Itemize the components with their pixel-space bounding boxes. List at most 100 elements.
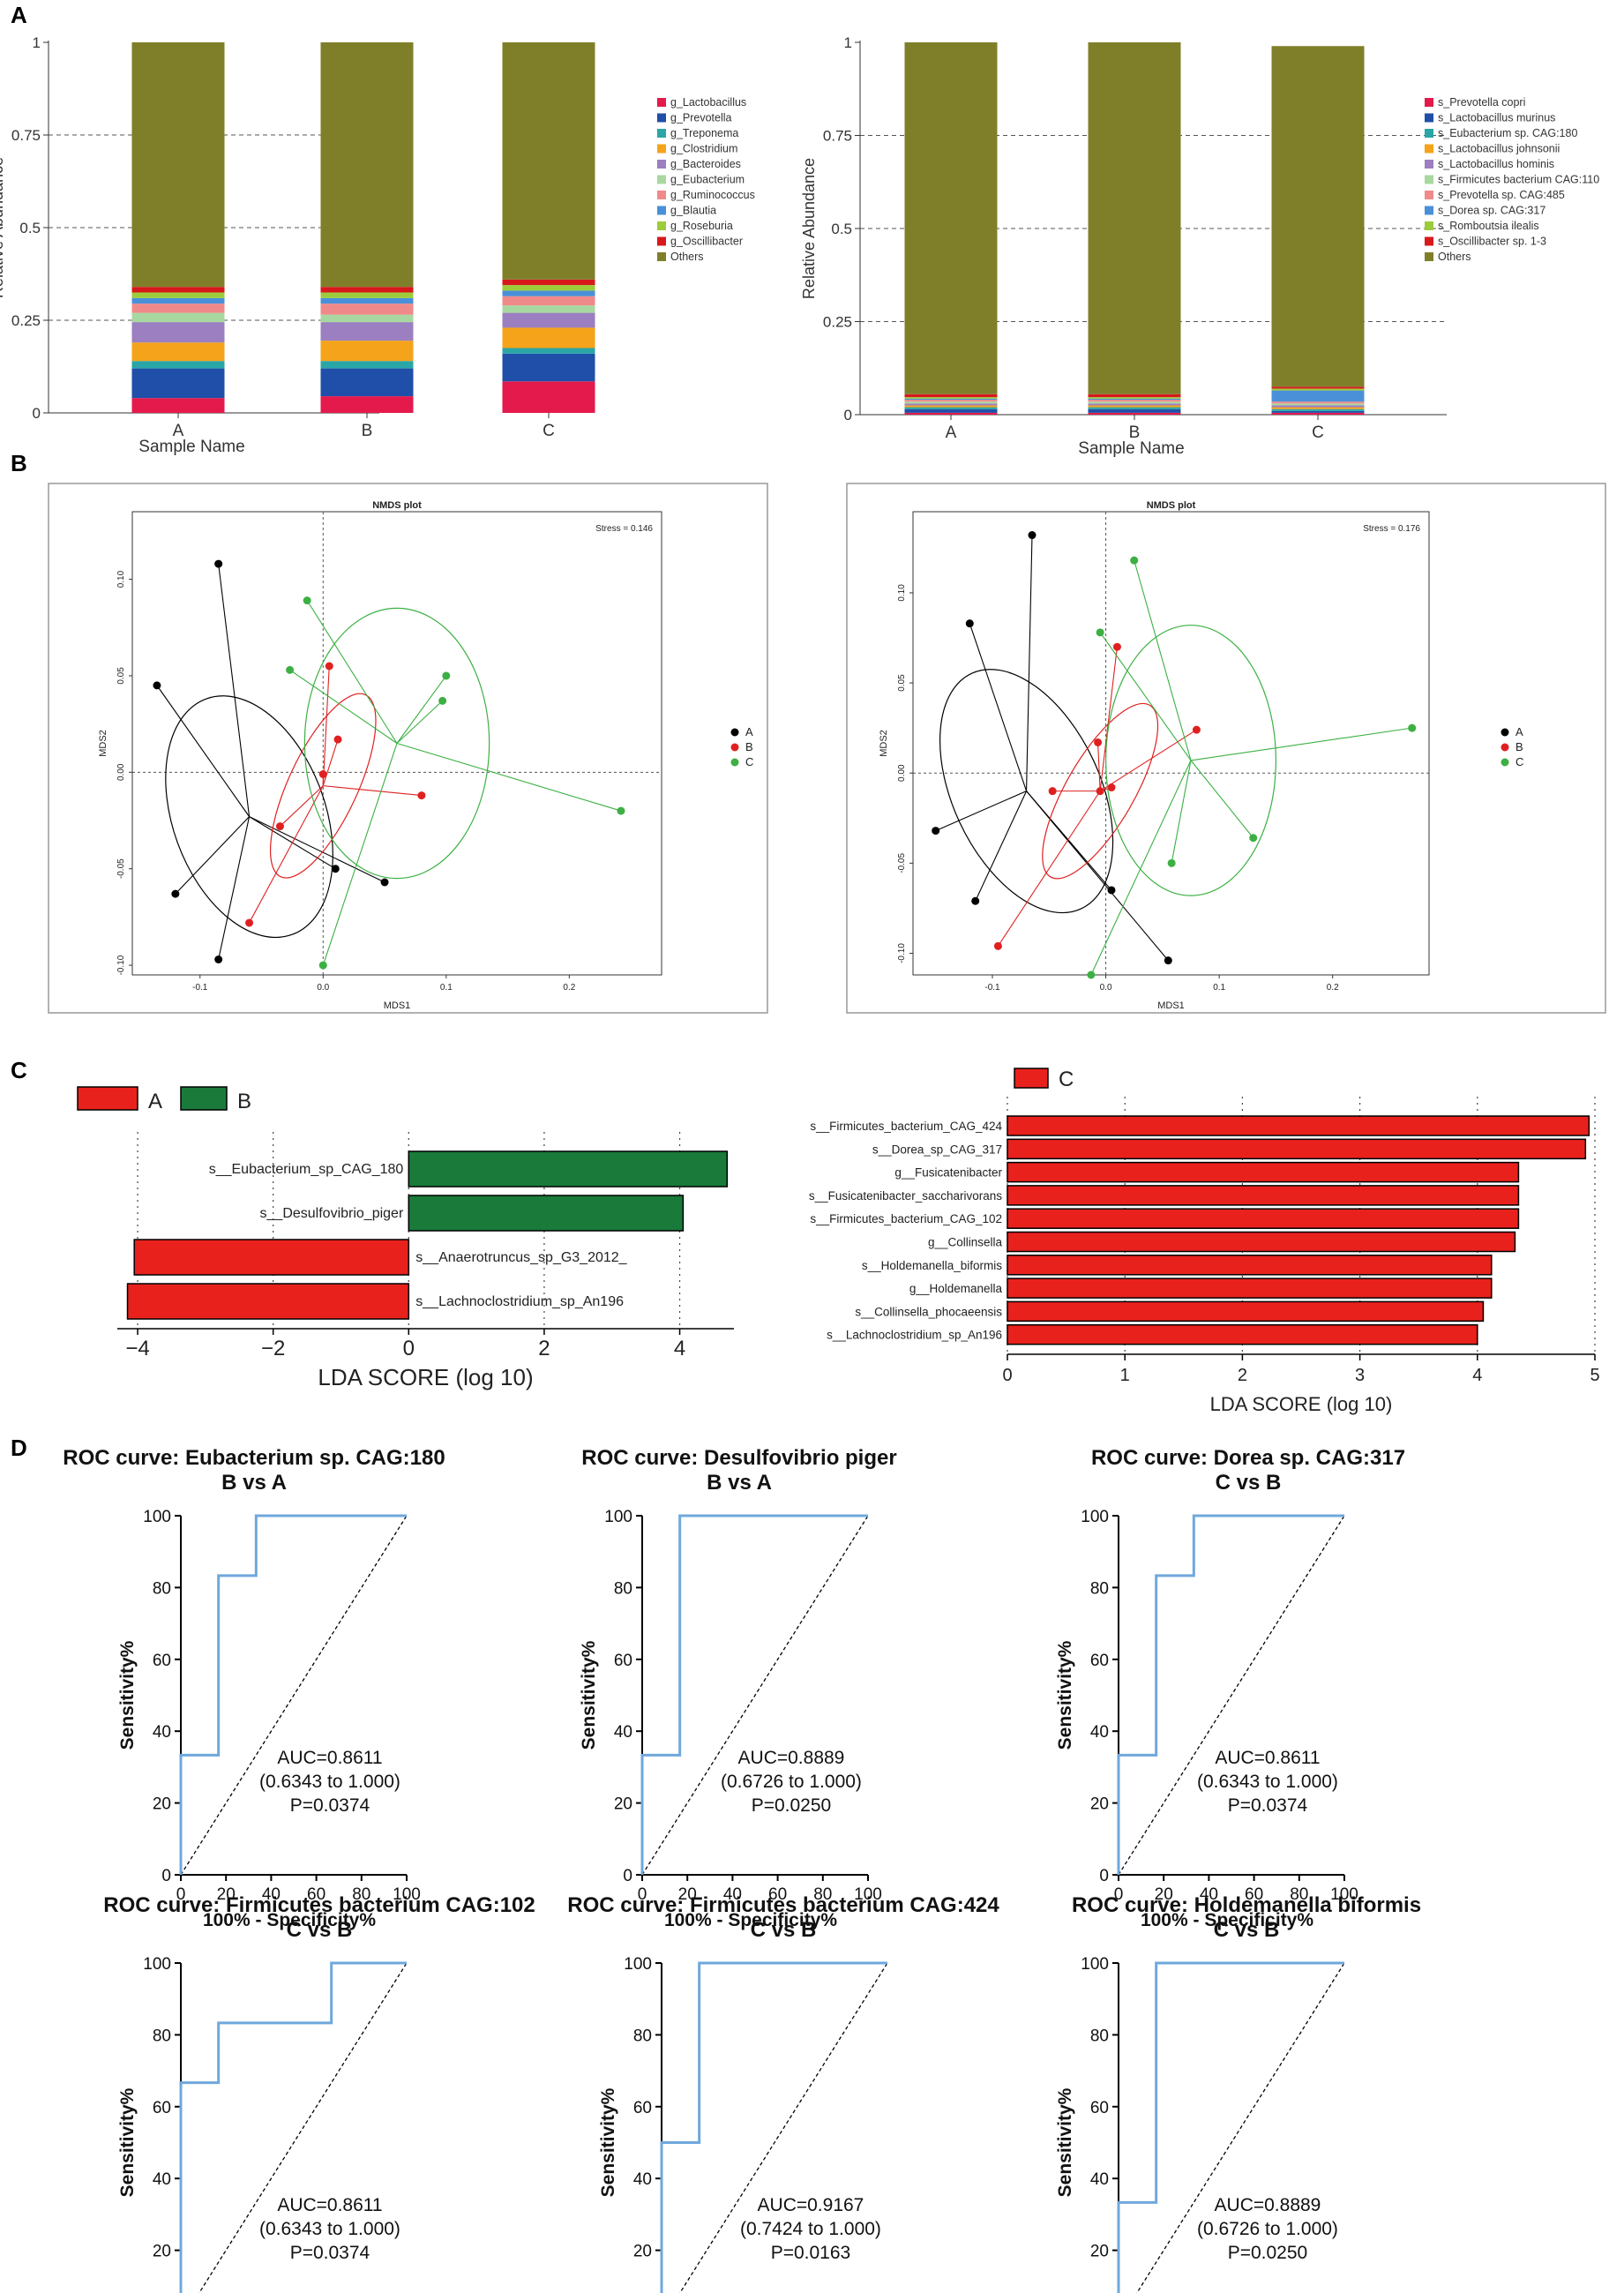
- roc-title: ROC curve: Holdemanella biformis: [1072, 1893, 1421, 1917]
- data-point: [325, 662, 333, 671]
- bar-segment: [904, 401, 998, 404]
- roc-chart-D-roc-5: ROC curve: Firmicutes bacterium CAG:424C…: [567, 1893, 999, 2293]
- y-tick-label: 100: [143, 1955, 171, 1974]
- y-tick-label: 80: [153, 1579, 171, 1598]
- legend-entry: A: [1515, 725, 1523, 738]
- confidence-ellipse: [303, 607, 490, 880]
- y-tick-label: -0.05: [897, 853, 907, 873]
- panel-label-C: C: [11, 1057, 27, 1083]
- stress-label: Stress = 0.146: [595, 524, 653, 534]
- legend-swatch: [657, 98, 666, 107]
- auc-annotation: (0.7424 to 1.000): [740, 2219, 881, 2239]
- x-tick-label: 0: [403, 1337, 415, 1360]
- legend-swatch: [1014, 1068, 1049, 1089]
- roc-title: ROC curve: Dorea sp. CAG:317: [1091, 1446, 1405, 1470]
- x-tick-label: C: [1312, 423, 1324, 442]
- legend-swatch: [77, 1086, 138, 1111]
- y-tick-label: 40: [1090, 1723, 1109, 1742]
- x-tick-label: 0: [638, 1885, 647, 1904]
- data-point: [417, 791, 426, 800]
- spider-line: [323, 785, 422, 797]
- bar-segment: [320, 287, 414, 293]
- data-point: [971, 896, 980, 905]
- bar-segment: [131, 361, 225, 369]
- bar-segment: [1271, 408, 1365, 411]
- nmds-plot-B-nmds-species: NMDS plot Stress = 0.176 -0.1 0.0 0.1 0.2 -0.1…: [846, 483, 1606, 1014]
- legend-swatch: [1425, 206, 1433, 215]
- data-point: [1164, 956, 1172, 965]
- confidence-ellipse: [1042, 702, 1159, 880]
- bar-segment: [502, 348, 595, 354]
- y-tick-label: 0: [1099, 1867, 1109, 1885]
- y-tick-label: 40: [633, 2170, 652, 2189]
- bar-segment: [502, 285, 595, 291]
- y-tick-label: 20: [153, 2243, 171, 2261]
- x-tick-label: −4: [125, 1337, 149, 1360]
- legend: s_Prevotella copri s_Lactobacillus murinu…: [1425, 96, 1599, 263]
- roc-subtitle: B vs A: [707, 1471, 772, 1495]
- roc-curve: [179, 1514, 407, 1875]
- y-tick-label: 60: [1090, 1652, 1109, 1670]
- auc-annotation: AUC=0.8889: [1215, 2195, 1321, 2215]
- auc-annotation: (0.6343 to 1.000): [1197, 1772, 1338, 1792]
- legend-swatch: [657, 236, 666, 246]
- y-tick-label: 60: [633, 2099, 652, 2117]
- y-axis-label: Relative Abundance: [0, 157, 6, 298]
- data-point: [1048, 787, 1057, 796]
- x-tick-label: 80: [1290, 1885, 1308, 1904]
- spider-line: [156, 685, 251, 817]
- data-point: [1087, 970, 1096, 979]
- plot-area: [912, 511, 1430, 976]
- legend-entry: C: [745, 755, 753, 768]
- legend-swatch: [1425, 252, 1433, 261]
- stacked-bar-chart-A-genus: 0 0.25 0.5 0.75 1 A B C Sample Name Relative Abun…: [0, 34, 755, 456]
- y-axis-label: Sensitivity%: [579, 1640, 599, 1750]
- roc-chart-D-roc-4: ROC curve: Firmicutes bacterium CAG:102C…: [103, 1893, 535, 2293]
- bar-segment: [1088, 407, 1181, 409]
- spider-line: [1134, 560, 1192, 761]
- x-tick-label: −2: [261, 1337, 285, 1360]
- bar-segment: [131, 368, 225, 399]
- lda-bar-label: s__Collinsella_phocaeensis: [855, 1305, 1002, 1318]
- y-tick-label: 80: [1090, 1579, 1109, 1598]
- lda-bar-label: s__Lachnoclostridium_sp_An196: [827, 1329, 1002, 1342]
- plot-title: NMDS plot: [1147, 500, 1196, 511]
- data-point: [438, 696, 447, 705]
- bar-segment: [1271, 46, 1365, 387]
- x-tick-label: 40: [1200, 1885, 1218, 1904]
- lda-chart-C-lda-C: Cs__Firmicutes_bacterium_CAG_424 s__Dorea…: [809, 1068, 1600, 1415]
- x-tick-label: 60: [768, 1885, 787, 1904]
- bar-segment: [1271, 407, 1365, 409]
- legend-entry: g_Eubacterium: [670, 174, 745, 186]
- auc-annotation: AUC=0.8611: [277, 1748, 382, 1768]
- bar-segment: [131, 312, 225, 323]
- roc-curve: [1117, 1514, 1344, 1875]
- lda-bar: [1007, 1208, 1520, 1229]
- bar-segment: [320, 42, 414, 288]
- x-tick-label: 100: [393, 1885, 421, 1904]
- legend-entry: g_Roseburia: [670, 220, 733, 232]
- bar-segment: [502, 305, 595, 313]
- x-tick-label: -0.1: [192, 983, 208, 993]
- x-tick-label: B: [1129, 423, 1141, 442]
- bar-segment: [904, 405, 998, 408]
- bar-segment: [1271, 403, 1365, 406]
- reference-diagonal: [1135, 1962, 1345, 2293]
- bar-segment: [1271, 405, 1365, 408]
- x-tick-label: 4: [674, 1337, 685, 1360]
- y-tick-label: 40: [153, 2170, 171, 2189]
- x-tick-label: 3: [1355, 1366, 1365, 1385]
- plot-title: NMDS plot: [372, 500, 422, 511]
- series-C: [286, 596, 625, 970]
- x-tick-label: 0.0: [1100, 983, 1112, 993]
- x-tick-label: 0.1: [440, 983, 453, 993]
- bar-segment: [1271, 412, 1365, 415]
- lda-bar-label: s__Eubacterium_sp_CAG_180: [209, 1162, 404, 1177]
- bar-segment: [1088, 398, 1181, 401]
- roc-curve: [640, 1514, 868, 1875]
- bar-segment: [131, 287, 225, 293]
- bar-segment: [131, 297, 225, 304]
- nmds-plot-B-nmds-genus: NMDS plot Stress = 0.146 -0.1 0.0 0.1 0.2 -0.1…: [48, 483, 768, 1014]
- auc-annotation: (0.6343 to 1.000): [259, 2219, 400, 2239]
- data-point: [214, 955, 223, 963]
